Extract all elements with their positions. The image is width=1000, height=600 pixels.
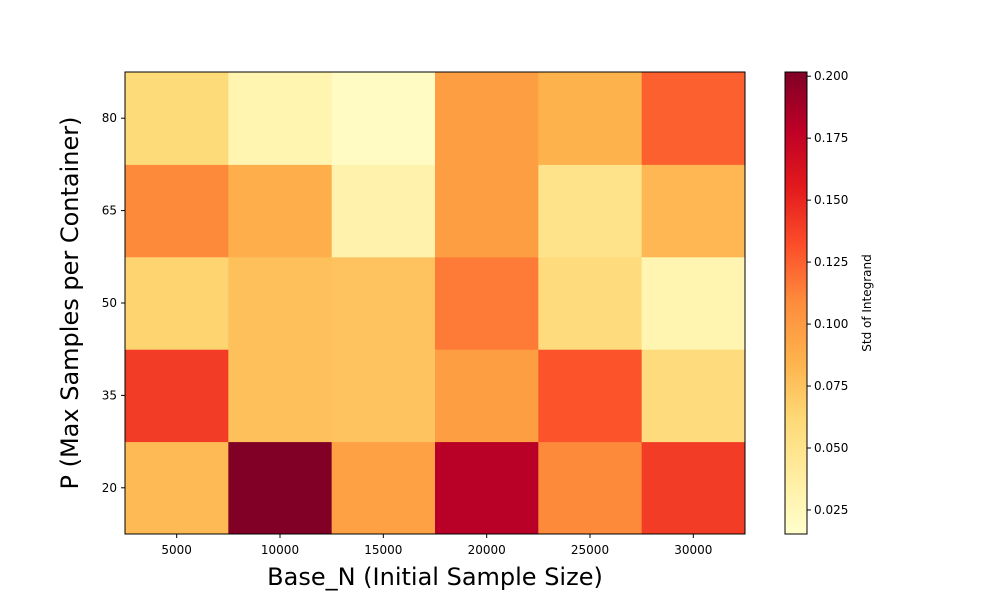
heatmap-cell — [125, 441, 229, 535]
heatmap-cell — [435, 72, 539, 165]
colorbar-tick-label: 0.175 — [814, 131, 848, 145]
heatmap-cell — [125, 256, 229, 350]
heatmap-cell — [538, 349, 643, 443]
x-axis-ticks: 5000 10000 15000 20000 25000 30000 — [161, 534, 712, 557]
y-tick-label: 50 — [102, 296, 117, 310]
x-tick-label: 30000 — [674, 543, 712, 557]
heatmap-cell — [435, 441, 539, 535]
heatmap-cell — [641, 164, 746, 258]
heatmap-cell — [331, 72, 436, 165]
heatmap-cell — [538, 441, 643, 535]
heatmap-cell — [331, 349, 436, 443]
colorbar-tick-label: 0.200 — [814, 69, 848, 83]
heatmap-cell — [125, 72, 229, 165]
heatmap-cell — [228, 441, 333, 535]
heatmap-cells — [125, 72, 746, 535]
colorbar — [784, 71, 808, 535]
heatmap-cell — [435, 164, 539, 258]
x-tick-label: 10000 — [261, 543, 299, 557]
y-tick-label: 80 — [102, 111, 117, 125]
heatmap-cell — [228, 256, 333, 350]
heatmap-cell — [125, 349, 229, 443]
x-tick-label: 20000 — [468, 543, 506, 557]
heatmap-cell — [538, 256, 643, 350]
x-tick-label: 5000 — [161, 543, 192, 557]
colorbar-tick-label: 0.050 — [814, 441, 848, 455]
colorbar-ticks: 0.025 0.050 0.075 0.100 0.125 0.150 0.175 0.200 — [807, 69, 848, 517]
x-axis-label: Base_N (Initial Sample Size) — [267, 563, 603, 591]
heatmap-cell — [641, 72, 746, 165]
heatmap-cell — [641, 349, 746, 443]
heatmap-cell — [538, 72, 643, 165]
heatmap-cell — [435, 349, 539, 443]
heatmap-cell — [125, 164, 229, 258]
x-tick-label: 15000 — [364, 543, 402, 557]
y-tick-label: 35 — [102, 388, 117, 402]
x-tick-label: 25000 — [571, 543, 609, 557]
colorbar-tick-label: 0.125 — [814, 255, 848, 269]
heatmap-cell — [228, 72, 333, 165]
heatmap-cell — [641, 256, 746, 350]
colorbar-tick-label: 0.075 — [814, 379, 848, 393]
heatmap-cell — [331, 256, 436, 350]
y-tick-label: 65 — [102, 204, 117, 218]
heatmap-cell — [331, 441, 436, 535]
heatmap-cell — [435, 256, 539, 350]
heatmap-cell — [538, 164, 643, 258]
y-axis-label: P (Max Samples per Container) — [56, 117, 84, 490]
heatmap-cell — [228, 349, 333, 443]
heatmap-cell — [331, 164, 436, 258]
colorbar-tick-label: 0.150 — [814, 193, 848, 207]
heatmap-cell — [641, 441, 746, 535]
colorbar-tick-label: 0.100 — [814, 317, 848, 331]
heatmap-cell — [228, 164, 333, 258]
colorbar-label: Std of Integrand — [860, 254, 874, 352]
y-axis-ticks: 20 35 50 65 80 — [102, 111, 125, 495]
y-tick-label: 20 — [102, 481, 117, 495]
colorbar-tick-label: 0.025 — [814, 503, 848, 517]
